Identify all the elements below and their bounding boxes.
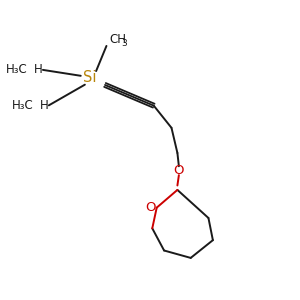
Text: H: H: [40, 100, 49, 112]
Text: H₃C: H₃C: [6, 63, 28, 76]
Text: 3: 3: [121, 39, 127, 48]
Text: H₃C: H₃C: [12, 100, 34, 112]
Text: H: H: [34, 63, 43, 76]
Text: CH: CH: [110, 33, 126, 46]
Text: O: O: [145, 201, 155, 214]
Text: Si: Si: [83, 70, 97, 85]
Text: O: O: [174, 164, 184, 177]
